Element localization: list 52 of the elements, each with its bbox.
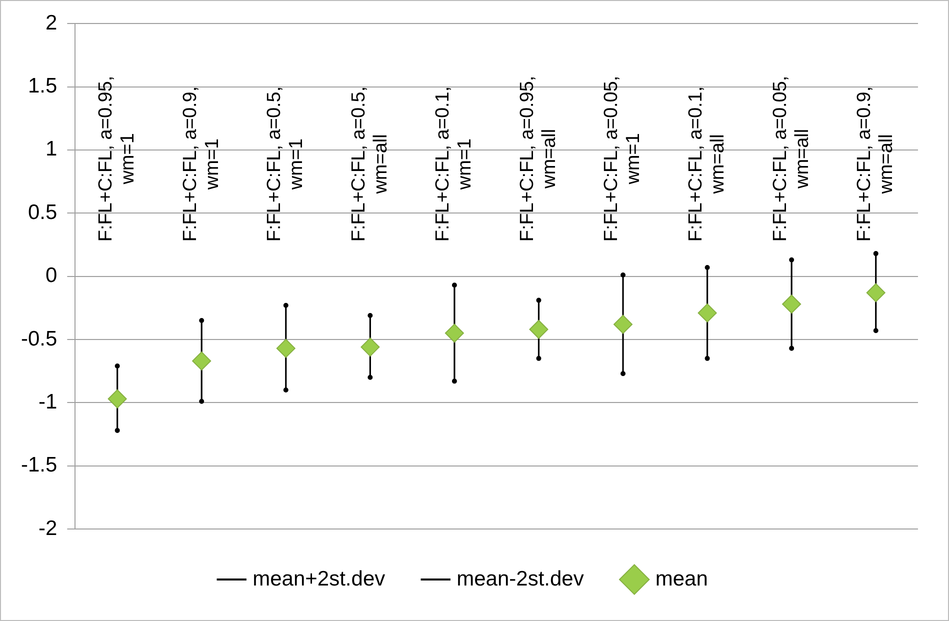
point: [789, 346, 794, 351]
point: [452, 378, 457, 384]
point: [368, 312, 373, 318]
point: [789, 257, 794, 262]
point: [782, 294, 802, 314]
point: [704, 264, 710, 270]
y-tick-label: 2: [46, 11, 58, 34]
y-tick-label: 0: [46, 264, 58, 288]
point: [873, 328, 878, 334]
point: [873, 251, 878, 256]
x-tick-label: F:FL+C:FL, a=0.5, wm=1: [264, 86, 308, 242]
point: [192, 351, 212, 370]
x-tick-label: F:FL+C:FL, a=0.5, wm=all: [348, 86, 392, 242]
x-tick-label: F:FL+C:FL, a=0.9, wm=all: [854, 86, 898, 242]
point: [620, 371, 626, 376]
x-tick-label: F:FL+C:FL, a=0.05, wm=1: [601, 76, 644, 242]
y-tick-label: -0.5: [21, 327, 58, 350]
point: [283, 388, 288, 393]
point: [536, 356, 542, 361]
x-tick-label: F:FL+C:FL, a=0.1, wm=1: [432, 86, 476, 242]
y-tick-label: 1: [46, 138, 58, 161]
point: [114, 428, 120, 433]
y-tick-label: -1: [38, 390, 58, 414]
legend-label: mean: [655, 567, 708, 590]
point: [529, 320, 548, 339]
point: [614, 314, 633, 334]
point: [368, 374, 373, 380]
point: [276, 338, 296, 358]
x-tick-label: F:FL+C:FL, a=0.1, wm=all: [686, 86, 729, 242]
y-tick-label: 1.5: [28, 74, 58, 98]
point: [199, 398, 204, 404]
legend-label: mean-2st.dev: [456, 567, 584, 590]
point: [114, 364, 120, 369]
point: [444, 324, 464, 343]
x-tick-label: F:FL+C:FL, a=0.05, wm=all: [770, 76, 813, 242]
legend-label: mean+2st.dev: [252, 567, 386, 590]
x-tick-label: F:FL+C:FL, a=0.9, wm=1: [180, 86, 223, 242]
point: [704, 356, 710, 361]
point: [452, 282, 457, 288]
point: [199, 318, 204, 324]
point: [360, 338, 380, 357]
x-tick-label: F:FL+C:FL, a=0.95, wm=1: [96, 76, 139, 242]
point: [620, 272, 626, 278]
y-tick-label: 0.5: [28, 200, 58, 224]
point: [108, 389, 127, 408]
point: [698, 303, 717, 322]
y-tick-label: -2: [38, 516, 58, 540]
x-tick-label: F:FL+C:FL, a=0.95, wm=all: [516, 76, 560, 242]
point: [866, 283, 886, 302]
point: [283, 302, 288, 308]
point: [536, 298, 542, 303]
y-tick-label: -1.5: [21, 454, 58, 477]
